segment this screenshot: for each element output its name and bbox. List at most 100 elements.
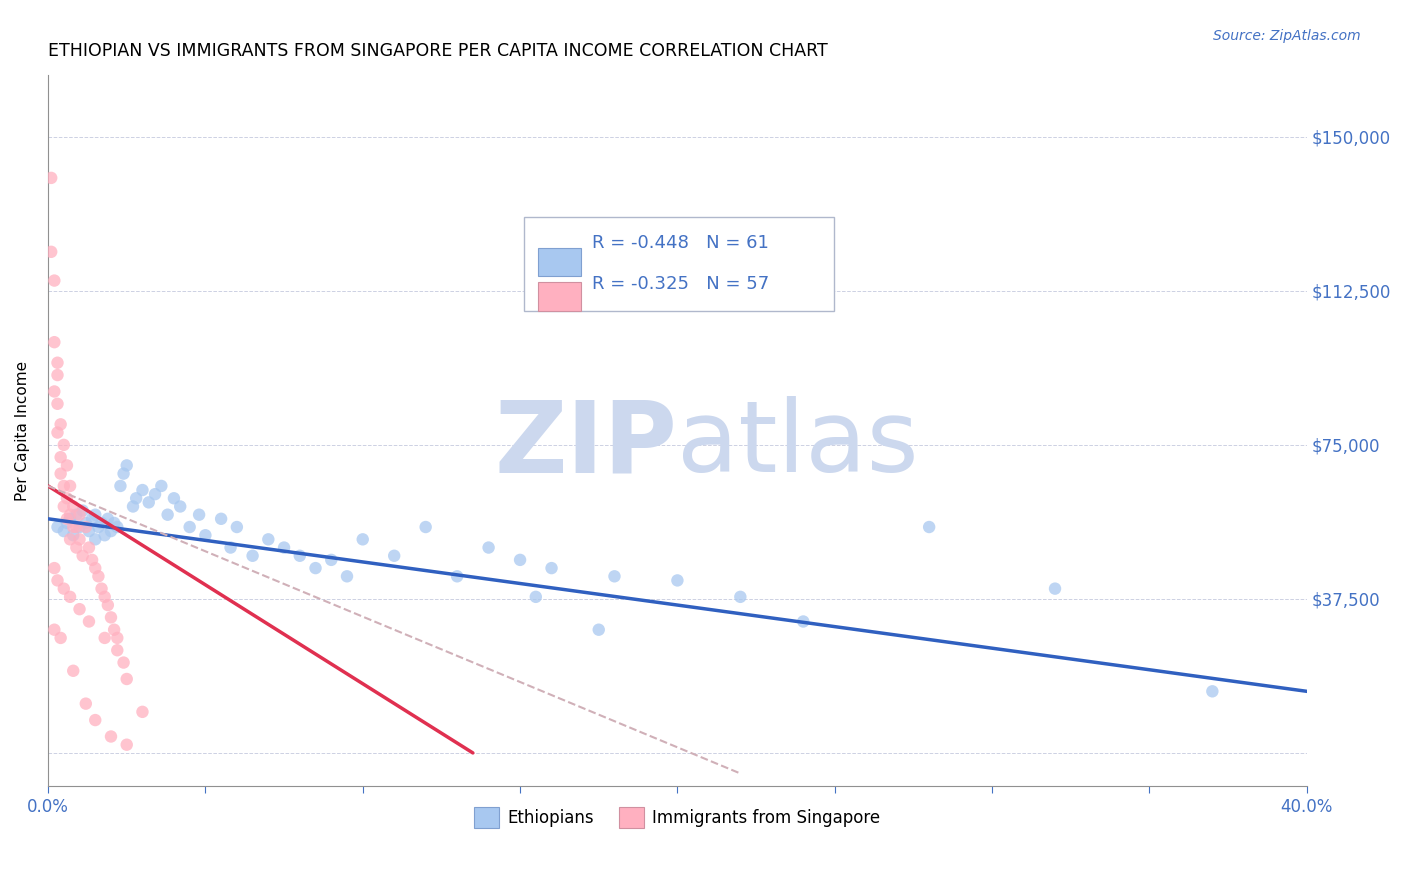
Point bbox=[75, 516, 97, 530]
Point bbox=[62, 520, 84, 534]
Point bbox=[39, 170, 62, 185]
Point bbox=[524, 590, 547, 604]
Point bbox=[44, 384, 66, 399]
Point bbox=[65, 541, 87, 555]
Point bbox=[77, 541, 100, 555]
Point bbox=[65, 508, 87, 522]
Point bbox=[52, 438, 75, 452]
Point bbox=[49, 631, 72, 645]
Text: ETHIOPIAN VS IMMIGRANTS FROM SINGAPORE PER CAPITA INCOME CORRELATION CHART: ETHIOPIAN VS IMMIGRANTS FROM SINGAPORE P… bbox=[48, 42, 828, 60]
Text: ZIP: ZIP bbox=[495, 396, 678, 493]
Point bbox=[84, 508, 107, 522]
Point bbox=[1043, 582, 1066, 596]
Point bbox=[115, 672, 138, 686]
Point bbox=[77, 615, 100, 629]
Point bbox=[100, 730, 122, 744]
Point bbox=[82, 512, 104, 526]
Point bbox=[46, 425, 69, 440]
Point bbox=[540, 561, 562, 575]
Point bbox=[97, 598, 120, 612]
Point bbox=[39, 244, 62, 259]
Point bbox=[163, 491, 186, 506]
Point bbox=[93, 528, 115, 542]
Point bbox=[46, 368, 69, 382]
Point bbox=[56, 491, 79, 506]
Point bbox=[62, 664, 84, 678]
Point bbox=[82, 553, 104, 567]
Point bbox=[97, 512, 120, 526]
Point bbox=[509, 553, 531, 567]
Point bbox=[59, 533, 82, 547]
Point bbox=[138, 495, 160, 509]
Point bbox=[131, 483, 153, 497]
Point bbox=[257, 533, 280, 547]
Point bbox=[56, 512, 79, 526]
Point bbox=[52, 500, 75, 514]
Point bbox=[44, 274, 66, 288]
Point bbox=[84, 561, 107, 575]
Point bbox=[105, 631, 128, 645]
Point bbox=[242, 549, 264, 563]
Point bbox=[49, 467, 72, 481]
Point bbox=[792, 615, 814, 629]
Point bbox=[72, 503, 94, 517]
Point bbox=[59, 512, 82, 526]
Point bbox=[225, 520, 247, 534]
Point bbox=[194, 528, 217, 542]
Point bbox=[46, 520, 69, 534]
Point bbox=[415, 520, 437, 534]
Point bbox=[103, 623, 125, 637]
Point bbox=[115, 458, 138, 473]
Point bbox=[603, 569, 626, 583]
Point bbox=[382, 549, 405, 563]
Point bbox=[90, 582, 112, 596]
Point bbox=[131, 705, 153, 719]
Point bbox=[49, 450, 72, 465]
Point bbox=[288, 549, 311, 563]
Text: R = -0.448   N = 61: R = -0.448 N = 61 bbox=[592, 235, 769, 252]
Point bbox=[143, 487, 166, 501]
Point bbox=[122, 500, 145, 514]
Point bbox=[75, 520, 97, 534]
Point bbox=[62, 500, 84, 514]
Point bbox=[59, 590, 82, 604]
Point bbox=[69, 533, 91, 547]
Point bbox=[219, 541, 242, 555]
Point bbox=[87, 520, 110, 534]
Point bbox=[125, 491, 148, 506]
Point bbox=[75, 697, 97, 711]
Point bbox=[352, 533, 374, 547]
Point bbox=[56, 458, 79, 473]
Point bbox=[105, 520, 128, 534]
Point bbox=[112, 467, 135, 481]
Point bbox=[156, 508, 179, 522]
Point bbox=[304, 561, 326, 575]
Point bbox=[110, 479, 132, 493]
Point bbox=[446, 569, 468, 583]
Point bbox=[87, 569, 110, 583]
Text: R = -0.325   N = 57: R = -0.325 N = 57 bbox=[592, 276, 769, 293]
Point bbox=[100, 610, 122, 624]
Point bbox=[46, 397, 69, 411]
Point bbox=[93, 590, 115, 604]
Point bbox=[46, 356, 69, 370]
Point bbox=[44, 561, 66, 575]
Point bbox=[179, 520, 201, 534]
Point bbox=[188, 508, 211, 522]
Point bbox=[52, 582, 75, 596]
Point bbox=[49, 417, 72, 432]
Point bbox=[69, 602, 91, 616]
Point bbox=[209, 512, 232, 526]
Text: atlas: atlas bbox=[678, 396, 920, 493]
Point bbox=[100, 524, 122, 538]
Point bbox=[69, 520, 91, 534]
Text: Source: ZipAtlas.com: Source: ZipAtlas.com bbox=[1213, 29, 1361, 44]
Point bbox=[730, 590, 752, 604]
Point bbox=[65, 520, 87, 534]
Point bbox=[84, 713, 107, 727]
Point bbox=[150, 479, 173, 493]
Point bbox=[52, 524, 75, 538]
Legend: Ethiopians, Immigrants from Singapore: Ethiopians, Immigrants from Singapore bbox=[468, 801, 887, 834]
Point bbox=[321, 553, 343, 567]
Point bbox=[59, 508, 82, 522]
